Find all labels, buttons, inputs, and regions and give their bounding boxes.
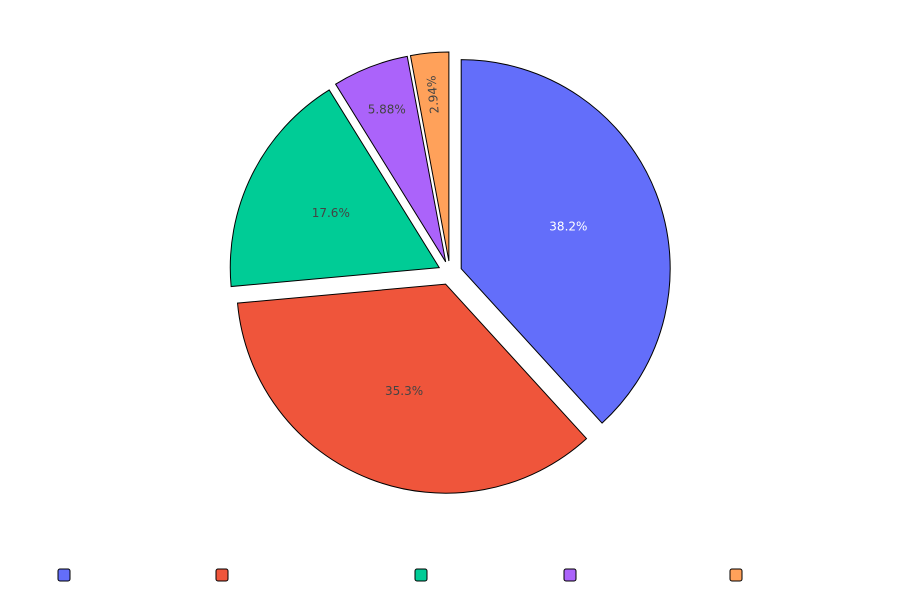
slice-label-4: 5.88% [368, 102, 406, 116]
slice-label-5: 2.94% [424, 75, 441, 114]
pie-slice-4[interactable] [334, 55, 447, 263]
pie-slice-3[interactable] [229, 89, 441, 288]
pie-slice-5[interactable] [409, 51, 450, 262]
slice-label-1: 38.2% [549, 220, 587, 234]
pie-labels: 38.2% 35.3% 17.6% 5.88% 2.94% [312, 75, 588, 398]
legend-swatch-1[interactable] [57, 568, 71, 582]
pie-slice-2[interactable] [236, 283, 588, 494]
legend-swatch-3[interactable] [414, 568, 428, 582]
pie-slices [229, 51, 671, 494]
legend-swatch-5[interactable] [729, 568, 743, 582]
legend-swatch-4[interactable] [563, 568, 577, 582]
pie-slice-1[interactable] [460, 59, 671, 424]
slice-label-2: 35.3% [385, 384, 423, 398]
slice-label-3: 17.6% [312, 206, 350, 220]
legend [57, 568, 743, 582]
legend-swatch-2[interactable] [215, 568, 229, 582]
